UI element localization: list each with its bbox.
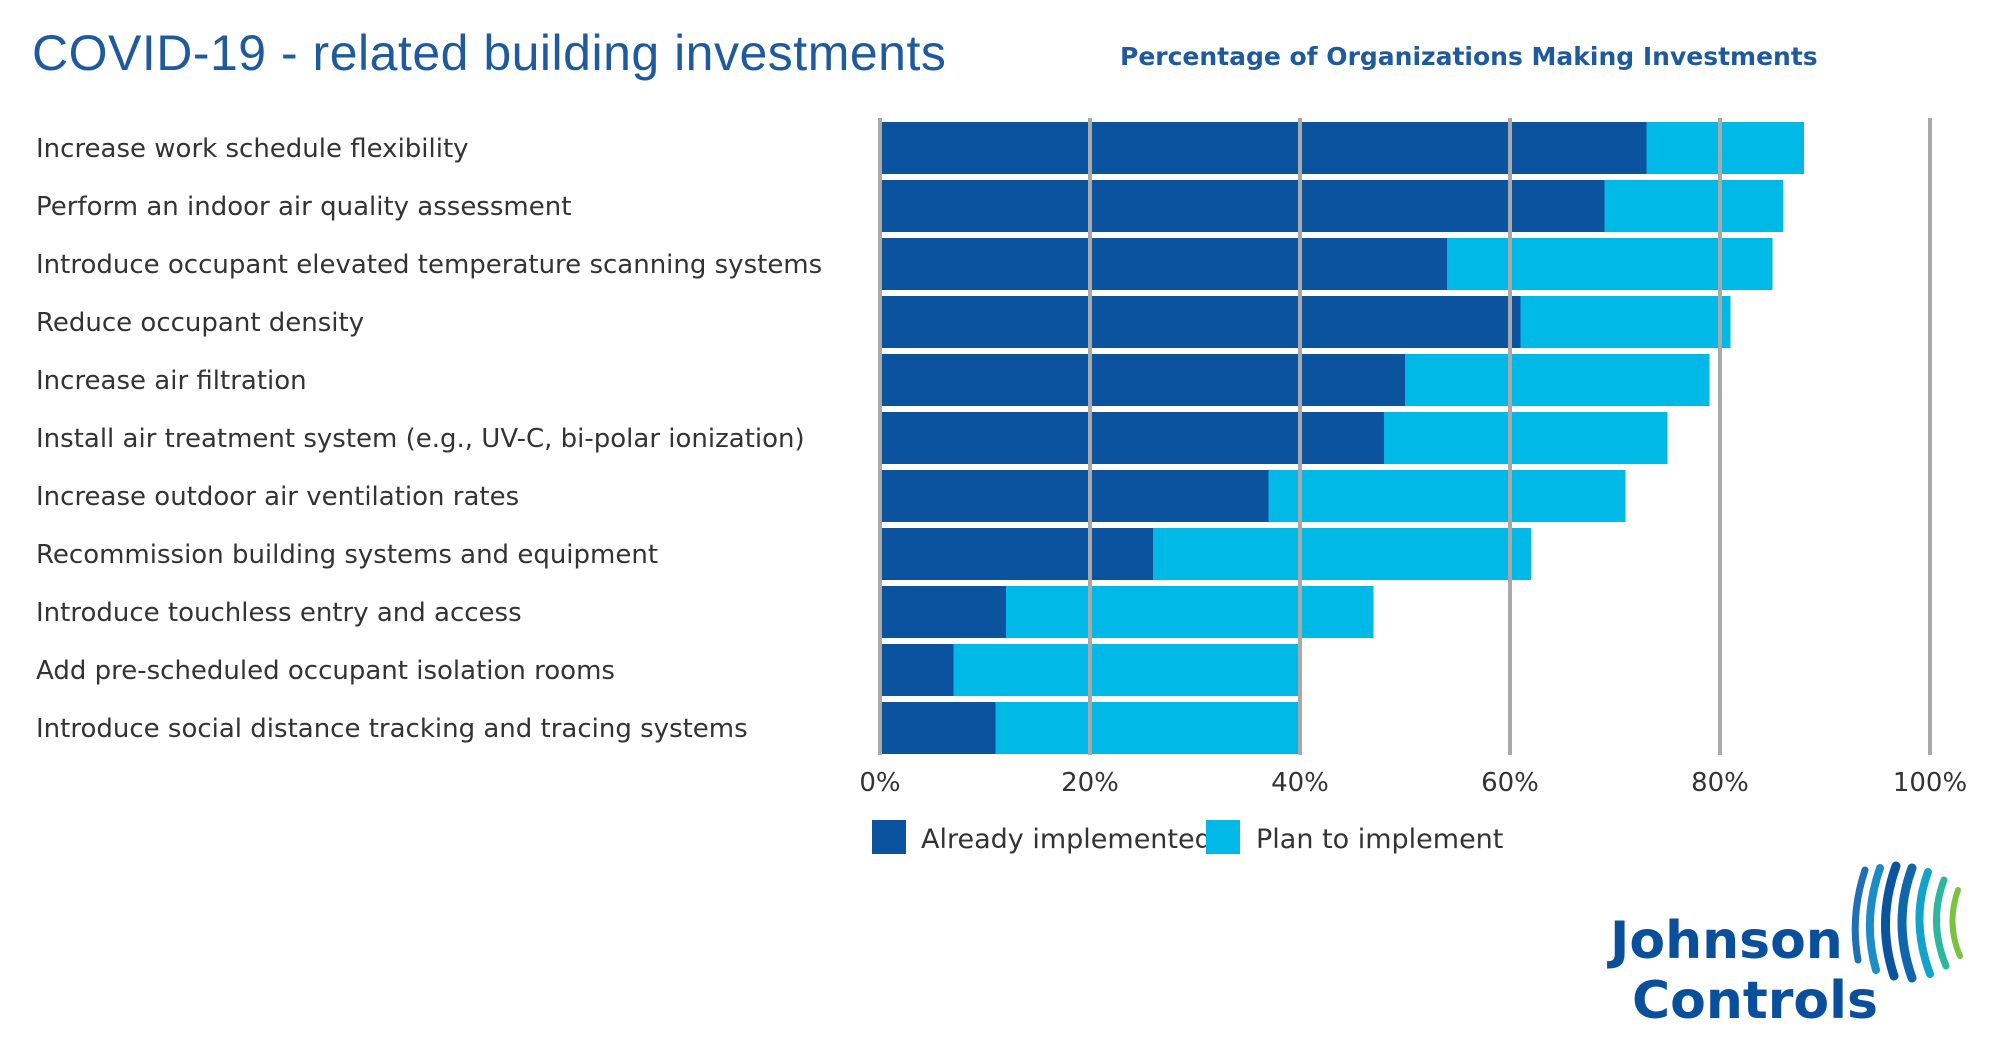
bar-plan-to-implement [1604,180,1783,232]
legend-swatch-plan-to-implement [1206,820,1240,854]
johnson-controls-logo: Johnson Controls [1607,861,1963,1031]
bar-already-implemented [880,528,1153,580]
x-tick-label: 40% [1271,768,1329,798]
bar-already-implemented [880,702,996,754]
brand-name-line1: Johnson [1607,911,1843,971]
category-label: Introduce occupant elevated temperature … [36,250,822,280]
category-label: Add pre-scheduled occupant isolation roo… [36,656,615,686]
x-tick-label: 20% [1061,768,1119,798]
bar-plan-to-implement [1405,354,1710,406]
category-label: Install air treatment system (e.g., UV-C… [36,424,805,454]
bar-already-implemented [880,470,1269,522]
bar-already-implemented [880,644,954,696]
page-title: COVID-19 - related building investments [32,25,947,81]
category-label: Increase outdoor air ventilation rates [36,482,519,512]
chart: Increase work schedule flexibility Perfor… [36,118,1967,855]
bar-plan-to-implement [1520,296,1731,348]
bar-already-implemented [880,238,1447,290]
category-label: Introduce social distance tracking and t… [36,714,748,744]
category-label: Perform an indoor air quality assessment [36,192,571,222]
bar-plan-to-implement [1384,412,1668,464]
category-label: Recommission building systems and equipm… [36,540,658,570]
bar-plan-to-implement [1447,238,1773,290]
bar-already-implemented [880,412,1384,464]
category-label: Reduce occupant density [36,308,364,338]
bar-plan-to-implement [1646,122,1804,174]
bar-already-implemented [880,354,1405,406]
chart-subtitle: Percentage of Organizations Making Inves… [1120,42,1818,71]
bar-plan-to-implement [1006,586,1374,638]
legend-label-already-implemented: Already implemented [921,824,1212,855]
legend-label-plan-to-implement: Plan to implement [1256,824,1503,855]
x-tick-label: 60% [1481,768,1539,798]
legend-swatch-already-implemented [872,820,906,854]
x-tick-label: 80% [1691,768,1749,798]
bar-plan-to-implement [995,702,1300,754]
bar-plan-to-implement [1153,528,1531,580]
x-tick-label: 100% [1893,768,1967,798]
bar-already-implemented [880,122,1647,174]
logo-emblem-icon [1851,861,1963,983]
bar-already-implemented [880,296,1521,348]
bar-already-implemented [880,586,1006,638]
brand-name-line2: Controls [1632,971,1878,1031]
bar-already-implemented [880,180,1605,232]
category-label: Increase air filtration [36,366,307,396]
bar-plan-to-implement [1268,470,1626,522]
category-label: Introduce touchless entry and access [36,598,522,628]
bar-plan-to-implement [953,644,1300,696]
category-label: Increase work schedule flexibility [36,134,469,164]
x-tick-label: 0% [859,768,900,798]
